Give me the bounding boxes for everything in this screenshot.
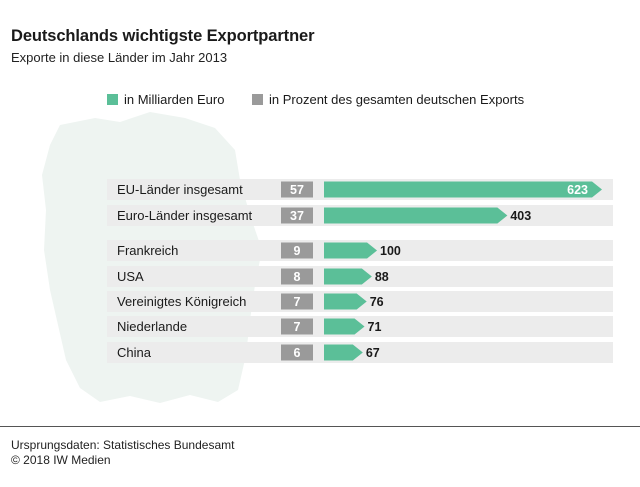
- percent-box: [281, 344, 313, 361]
- category-label: Euro-Länder insgesamt: [117, 208, 253, 223]
- euro-value-label: 623: [567, 183, 588, 197]
- euro-value-label: 76: [370, 295, 384, 309]
- euro-value-label: 100: [380, 244, 401, 258]
- legend-swatch-euro: [107, 94, 118, 105]
- legend-label-percent: in Prozent des gesamten deutschen Export…: [269, 92, 525, 107]
- euro-bar: [324, 242, 378, 259]
- percent-box: [281, 242, 313, 259]
- legend-item-percent: in Prozent des gesamten deutschen Export…: [252, 92, 524, 107]
- euro-bar: [324, 344, 363, 361]
- euro-value-label: 67: [366, 346, 380, 360]
- percent-box: [281, 207, 313, 224]
- percent-label: 7: [294, 295, 301, 309]
- copyright-note: © 2018 IW Medien: [11, 453, 111, 467]
- category-label: USA: [117, 269, 144, 284]
- legend-swatch-percent: [252, 94, 263, 105]
- source-note: Ursprungsdaten: Statistisches Bundesamt: [11, 438, 235, 452]
- percent-label: 9: [294, 244, 301, 258]
- percent-box: [281, 318, 313, 335]
- legend-label-euro: in Milliarden Euro: [124, 92, 225, 107]
- euro-bar: [324, 181, 602, 198]
- percent-label: 37: [290, 209, 304, 223]
- category-label: Niederlande: [117, 319, 187, 334]
- percent-box: [281, 293, 313, 310]
- percent-label: 57: [290, 183, 304, 197]
- legend-item-euro: in Milliarden Euro: [107, 92, 224, 107]
- category-label: China: [117, 345, 152, 360]
- footer-divider: [0, 426, 640, 427]
- percent-box: [281, 268, 313, 285]
- euro-value-label: 88: [375, 270, 389, 284]
- percent-label: 7: [294, 320, 301, 334]
- euro-bar: [324, 293, 367, 310]
- category-label: Frankreich: [117, 243, 178, 258]
- percent-label: 6: [294, 346, 301, 360]
- euro-value-label: 71: [368, 320, 382, 334]
- chart-subtitle: Exporte in diese Länder im Jahr 2013: [11, 50, 228, 65]
- euro-bar: [324, 318, 365, 335]
- euro-bar: [324, 207, 508, 224]
- euro-value-label: 403: [510, 209, 531, 223]
- percent-box: [281, 181, 313, 198]
- category-label: Vereinigtes Königreich: [117, 294, 246, 309]
- percent-label: 8: [294, 270, 301, 284]
- category-label: EU-Länder insgesamt: [117, 182, 243, 197]
- chart-title: Deutschlands wichtigste Exportpartner: [11, 27, 315, 45]
- euro-bar: [324, 268, 372, 285]
